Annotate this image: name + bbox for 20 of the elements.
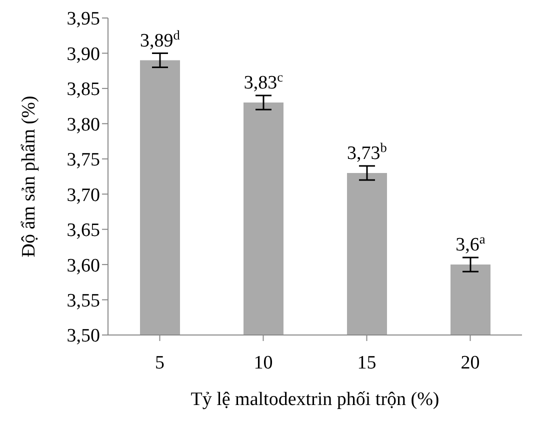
x-tick-label: 20 xyxy=(460,352,480,374)
data-label: 3,89$^{d}$ xyxy=(140,26,180,52)
y-tick-label: 3,70 xyxy=(66,184,100,206)
x-tick-label: 5 xyxy=(155,352,164,374)
x-tick-label: 15 xyxy=(357,352,376,374)
data-label: 3,83$^{c}$ xyxy=(244,69,284,94)
y-tick-label: 3,50 xyxy=(66,326,100,347)
y-tick-label: 3,85 xyxy=(66,79,100,100)
y-tick-label: 3,75 xyxy=(66,150,100,171)
y-axis-title: Độ ẩm sản phẩm (%) xyxy=(18,96,40,258)
y-tick-label: 3,95 xyxy=(66,8,100,30)
x-tick-label: 10 xyxy=(254,352,273,374)
y-tick-label: 3,55 xyxy=(66,290,100,312)
x-axis-title: Tỷ lệ maltodextrin phối trộn (%) xyxy=(190,389,440,410)
data-label: 3,6$^{a}$ xyxy=(456,231,486,256)
y-tick-label: 3,90 xyxy=(66,44,100,65)
y-tick-label: 3,80 xyxy=(66,114,100,136)
data-label: 3,73$^{b}$ xyxy=(347,139,388,164)
y-tick-label: 3,60 xyxy=(66,255,100,276)
y-tick-label: 3,65 xyxy=(66,220,100,242)
